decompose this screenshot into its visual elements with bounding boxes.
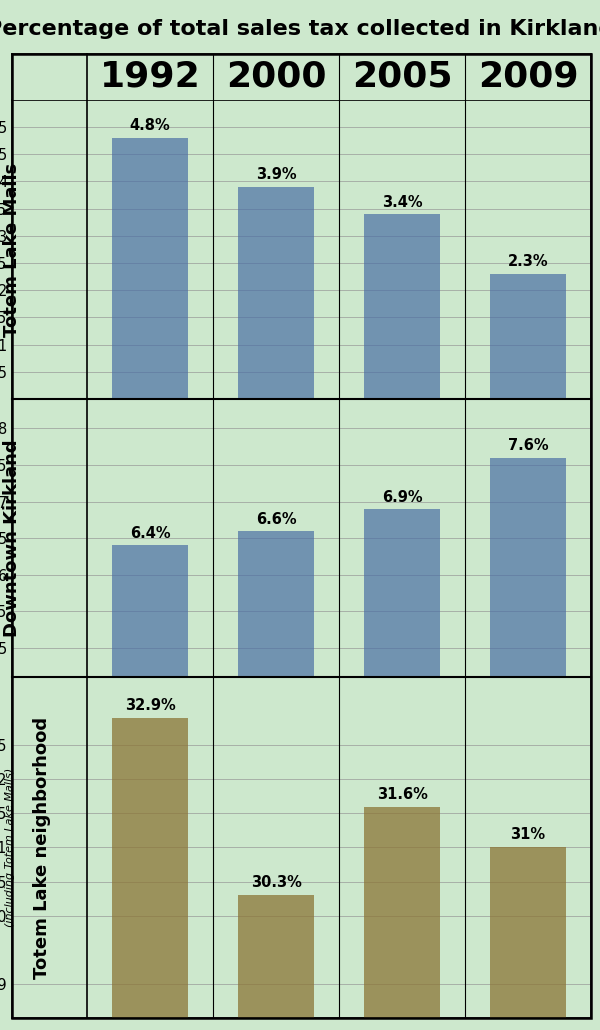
Text: 32.9%: 32.9% <box>125 698 175 713</box>
Text: 6.9%: 6.9% <box>382 489 422 505</box>
Text: Downtown Kirkland: Downtown Kirkland <box>3 440 21 637</box>
Text: 2009: 2009 <box>478 60 578 94</box>
Bar <box>364 806 440 1030</box>
Bar <box>490 274 566 399</box>
Bar <box>364 214 440 399</box>
Text: 31.6%: 31.6% <box>377 787 427 801</box>
Text: Totem Lake Malls: Totem Lake Malls <box>3 163 21 337</box>
Text: 1992: 1992 <box>100 60 200 94</box>
Bar <box>238 895 314 1030</box>
Bar <box>238 186 314 399</box>
Text: 4.8%: 4.8% <box>130 118 170 134</box>
Text: 3.9%: 3.9% <box>256 168 296 182</box>
Text: 30.3%: 30.3% <box>251 876 301 890</box>
Text: 7.6%: 7.6% <box>508 439 548 453</box>
Text: (including Totem Lake Malls): (including Totem Lake Malls) <box>5 768 15 927</box>
Text: 3.4%: 3.4% <box>382 195 422 209</box>
Bar <box>238 530 314 1015</box>
Text: 2000: 2000 <box>226 60 326 94</box>
Text: Percentage of total sales tax collected in Kirkland: Percentage of total sales tax collected … <box>0 19 600 38</box>
Bar <box>490 848 566 1030</box>
Bar <box>112 138 188 399</box>
Bar <box>490 457 566 1015</box>
Text: Totem Lake neighborhood: Totem Lake neighborhood <box>33 717 51 978</box>
Bar <box>112 546 188 1015</box>
Text: 2005: 2005 <box>352 60 452 94</box>
Bar <box>364 509 440 1015</box>
Bar <box>112 718 188 1030</box>
Text: 2.3%: 2.3% <box>508 254 548 270</box>
Text: 6.4%: 6.4% <box>130 526 170 542</box>
Text: 6.6%: 6.6% <box>256 512 296 526</box>
Text: 31%: 31% <box>511 827 545 843</box>
